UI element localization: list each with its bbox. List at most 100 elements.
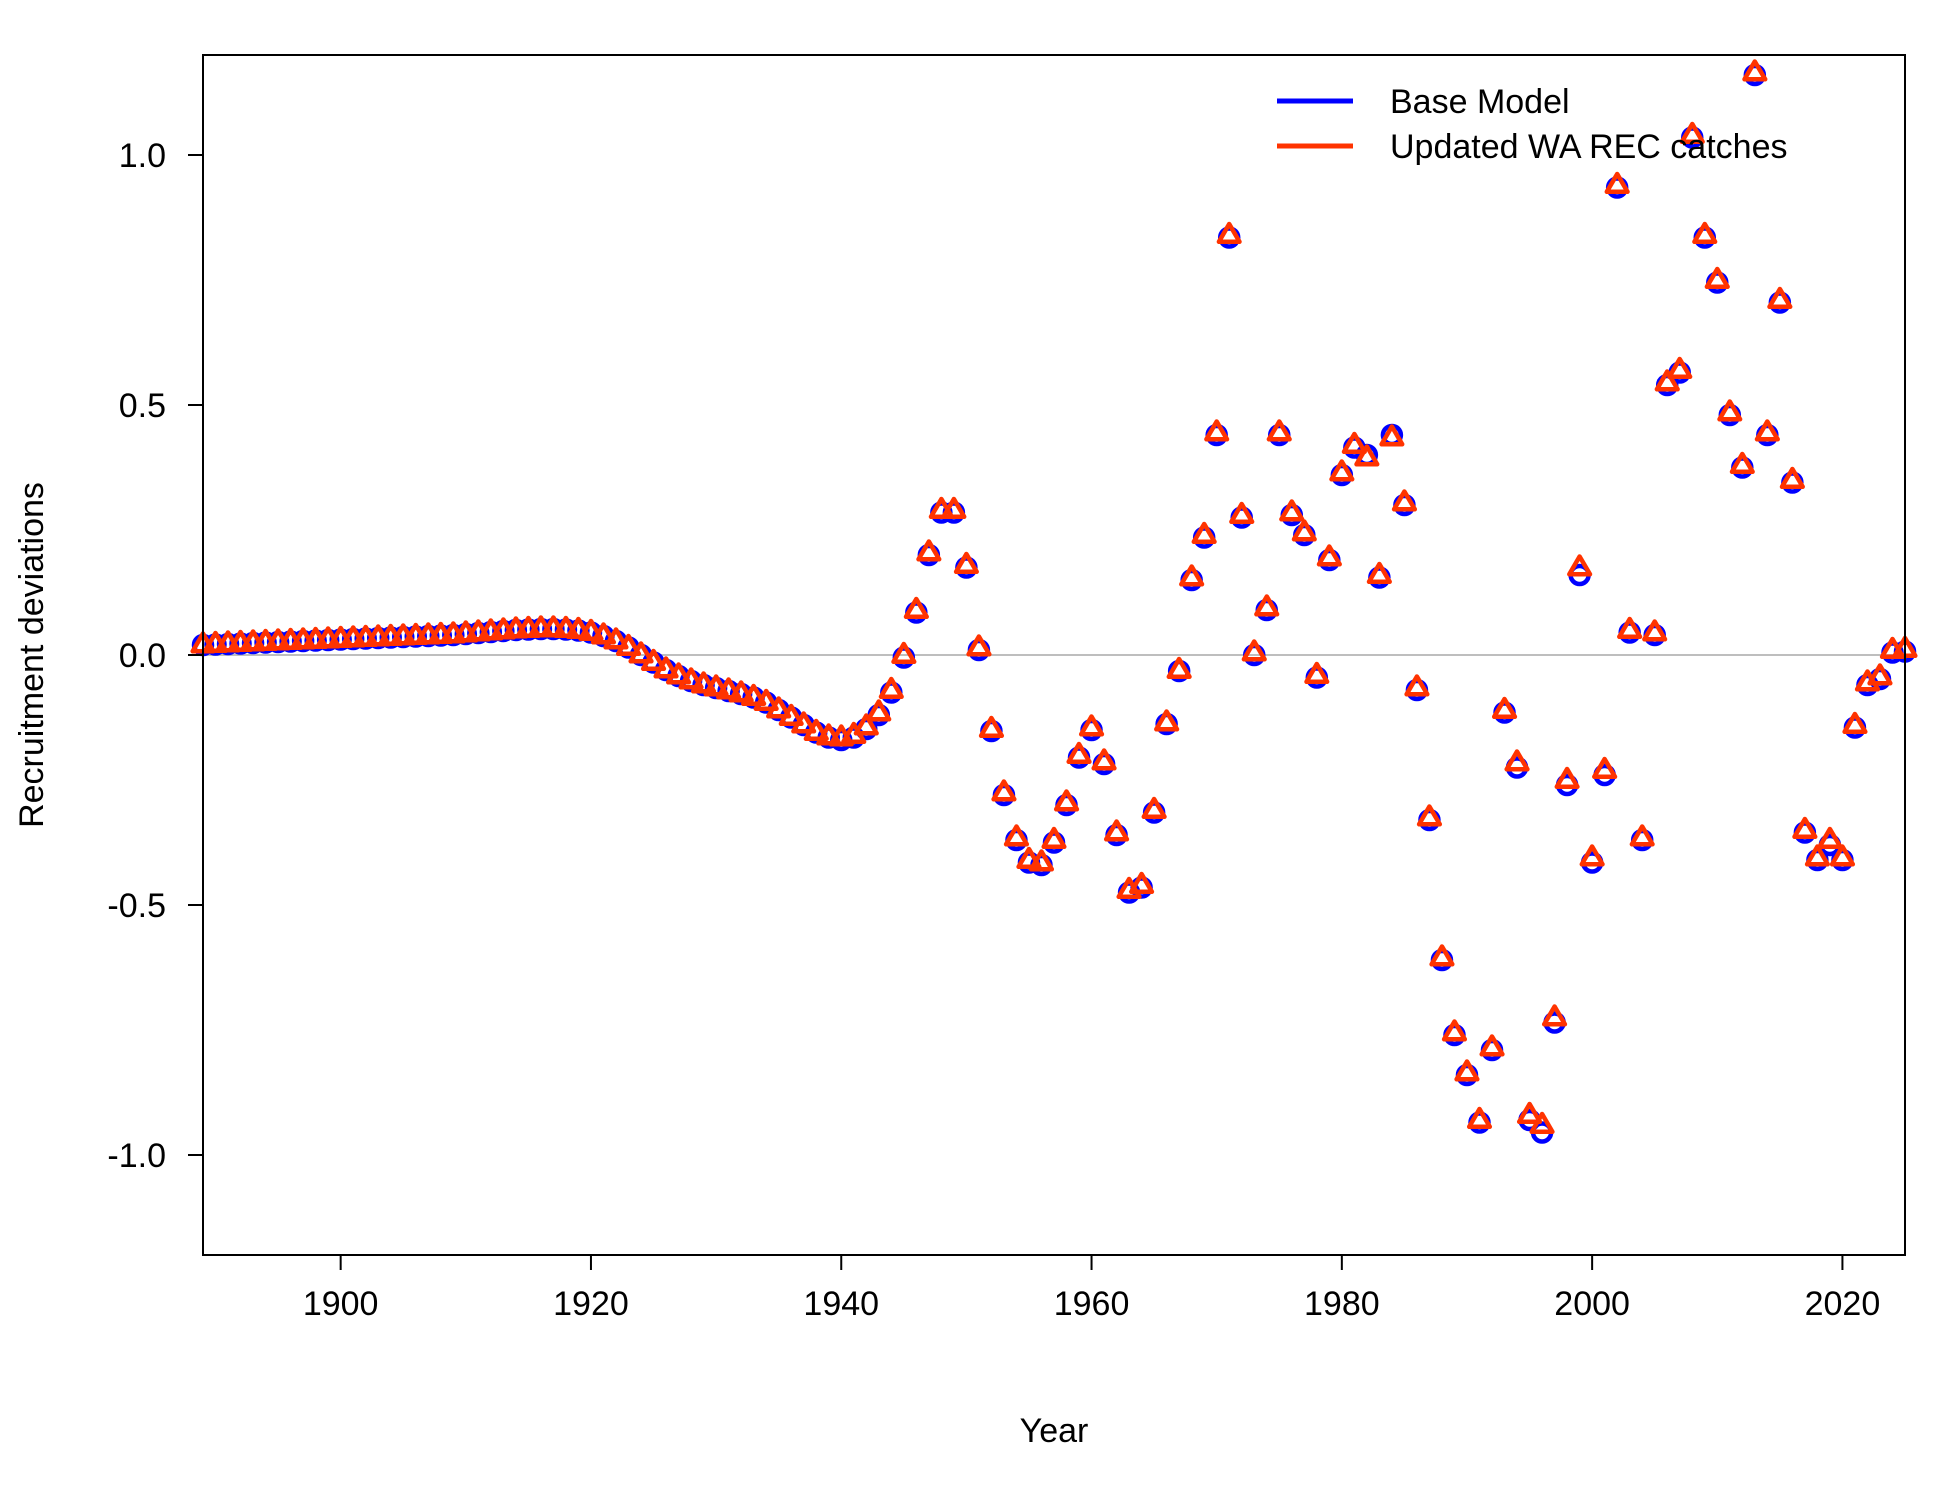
point-updated-wa-rec-catches-1990 — [1454, 1059, 1480, 1082]
point-updated-wa-rec-catches-1935 — [766, 696, 792, 719]
point-updated-wa-rec-catches-1961 — [1091, 748, 1117, 771]
y-tick-label-0.5: 0.5 — [119, 387, 166, 425]
point-updated-wa-rec-catches-1986 — [1404, 674, 1430, 697]
point-updated-wa-rec-catches-1939 — [816, 723, 842, 746]
point-updated-wa-rec-catches-1980 — [1329, 459, 1355, 482]
point-updated-wa-rec-catches-1972 — [1229, 501, 1255, 525]
point-updated-wa-rec-catches-1968 — [1179, 564, 1205, 587]
x-tick-label-1960: 1960 — [1054, 1285, 1130, 1323]
point-updated-wa-rec-catches-1965 — [1141, 796, 1167, 820]
point-updated-wa-rec-catches-1978 — [1304, 661, 1330, 685]
point-updated-wa-rec-catches-1964 — [1129, 871, 1155, 895]
point-updated-wa-rec-catches-1922 — [603, 627, 629, 650]
point-updated-wa-rec-catches-1991 — [1466, 1106, 1493, 1130]
point-updated-wa-rec-catches-1992 — [1479, 1034, 1505, 1057]
point-updated-wa-rec-catches-1928 — [678, 667, 704, 690]
point-updated-wa-rec-catches-1944 — [878, 676, 904, 700]
point-updated-wa-rec-catches-1937 — [791, 711, 817, 734]
point-updated-wa-rec-catches-1999 — [1567, 554, 1593, 577]
point-updated-wa-rec-catches-2007 — [1667, 356, 1693, 380]
point-updated-wa-rec-catches-1998 — [1554, 766, 1580, 790]
point-updated-wa-rec-catches-1960 — [1078, 714, 1105, 737]
point-updated-wa-rec-catches-2012 — [1729, 451, 1755, 475]
point-updated-wa-rec-catches-1996 — [1529, 1111, 1555, 1135]
point-updated-wa-rec-catches-1997 — [1541, 1004, 1568, 1027]
point-updated-wa-rec-catches-1982 — [1354, 444, 1380, 467]
x-tick-label-1980: 1980 — [1304, 1285, 1380, 1323]
point-updated-wa-rec-catches-2013 — [1742, 59, 1768, 82]
point-updated-wa-rec-catches-1983 — [1366, 561, 1392, 585]
legend-label-base-model: Base Model — [1390, 83, 1570, 121]
point-updated-wa-rec-catches-1995 — [1516, 1101, 1543, 1125]
point-updated-wa-rec-catches-1938 — [803, 718, 829, 742]
point-updated-wa-rec-catches-2015 — [1767, 286, 1793, 310]
point-updated-wa-rec-catches-1950 — [953, 551, 979, 575]
point-updated-wa-rec-catches-2014 — [1754, 419, 1780, 442]
y-axis: -1.0 -0.5 0.0 0.5 1.0 — [107, 137, 203, 1175]
point-updated-wa-rec-catches-2010 — [1704, 266, 1730, 290]
point-updated-wa-rec-catches-1979 — [1316, 544, 1342, 567]
points-layer — [190, 59, 1918, 1144]
point-updated-wa-rec-catches-2011 — [1717, 399, 1743, 422]
point-updated-wa-rec-catches-1952 — [978, 715, 1005, 739]
point-updated-wa-rec-catches-1957 — [1041, 826, 1067, 850]
point-updated-wa-rec-catches-2001 — [1592, 756, 1618, 780]
point-updated-wa-rec-catches-1930 — [703, 674, 729, 697]
point-updated-wa-rec-catches-2017 — [1792, 816, 1818, 840]
point-updated-wa-rec-catches-2006 — [1654, 369, 1680, 392]
x-tick-label-1920: 1920 — [553, 1285, 629, 1323]
x-axis: 1900 1920 1940 1960 1980 2000 2020 — [303, 1255, 1880, 1323]
point-updated-wa-rec-catches-1918 — [553, 615, 579, 639]
point-updated-wa-rec-catches-2021 — [1842, 711, 1868, 735]
point-updated-wa-rec-catches-2003 — [1617, 616, 1643, 640]
point-updated-wa-rec-catches-1947 — [916, 539, 942, 562]
y-tick-label--0.5: -0.5 — [107, 887, 166, 925]
point-updated-wa-rec-catches-1953 — [991, 779, 1017, 802]
point-updated-wa-rec-catches-1931 — [716, 677, 742, 700]
x-tick-label-1900: 1900 — [303, 1285, 379, 1323]
x-tick-label-2000: 2000 — [1554, 1285, 1630, 1323]
point-updated-wa-rec-catches-1987 — [1416, 804, 1443, 827]
point-updated-wa-rec-catches-1966 — [1154, 709, 1180, 732]
point-updated-wa-rec-catches-1977 — [1291, 519, 1317, 542]
y-tick-label--1.0: -1.0 — [107, 1137, 166, 1175]
x-tick-label-1940: 1940 — [803, 1285, 879, 1323]
point-updated-wa-rec-catches-1924 — [628, 641, 654, 664]
point-updated-wa-rec-catches-2016 — [1779, 466, 1805, 490]
y-tick-label-1.0: 1.0 — [119, 137, 166, 175]
point-updated-wa-rec-catches-2008 — [1679, 121, 1705, 145]
legend-label-updated-wa-rec-catches: Updated WA REC catches — [1390, 128, 1787, 166]
point-updated-wa-rec-catches-1919 — [565, 616, 592, 640]
point-updated-wa-rec-catches-1985 — [1391, 489, 1418, 512]
point-updated-wa-rec-catches-1936 — [778, 703, 804, 727]
point-updated-wa-rec-catches-1988 — [1429, 944, 1455, 967]
point-updated-wa-rec-catches-1927 — [665, 662, 692, 685]
point-updated-wa-rec-catches-1973 — [1241, 639, 1267, 662]
point-updated-wa-rec-catches-1949 — [941, 496, 967, 520]
point-updated-wa-rec-catches-1946 — [903, 596, 929, 620]
point-updated-wa-rec-catches-1951 — [966, 634, 992, 657]
point-updated-wa-rec-catches-1981 — [1341, 431, 1367, 455]
point-updated-wa-rec-catches-1970 — [1204, 419, 1230, 442]
point-updated-wa-rec-catches-1976 — [1279, 499, 1305, 522]
point-updated-wa-rec-catches-1955 — [1016, 846, 1042, 870]
point-updated-wa-rec-catches-1934 — [753, 688, 779, 712]
point-updated-wa-rec-catches-1971 — [1216, 221, 1242, 245]
point-updated-wa-rec-catches-1921 — [590, 622, 617, 645]
point-updated-wa-rec-catches-2023 — [1867, 663, 1893, 686]
point-updated-wa-rec-catches-1959 — [1066, 741, 1092, 765]
x-axis-title: Year — [1020, 1412, 1089, 1450]
point-updated-wa-rec-catches-2019 — [1817, 826, 1843, 850]
point-updated-wa-rec-catches-1967 — [1166, 656, 1192, 680]
y-axis-title: Recruitment deviations — [13, 482, 51, 828]
point-updated-wa-rec-catches-1943 — [866, 699, 892, 722]
point-updated-wa-rec-catches-1925 — [640, 648, 667, 672]
point-updated-wa-rec-catches-1969 — [1191, 521, 1217, 545]
point-updated-wa-rec-catches-1942 — [853, 713, 879, 736]
point-updated-wa-rec-catches-1975 — [1266, 419, 1292, 442]
point-updated-wa-rec-catches-2004 — [1629, 824, 1655, 847]
point-updated-wa-rec-catches-2005 — [1642, 619, 1668, 642]
point-updated-wa-rec-catches-1962 — [1103, 819, 1130, 842]
